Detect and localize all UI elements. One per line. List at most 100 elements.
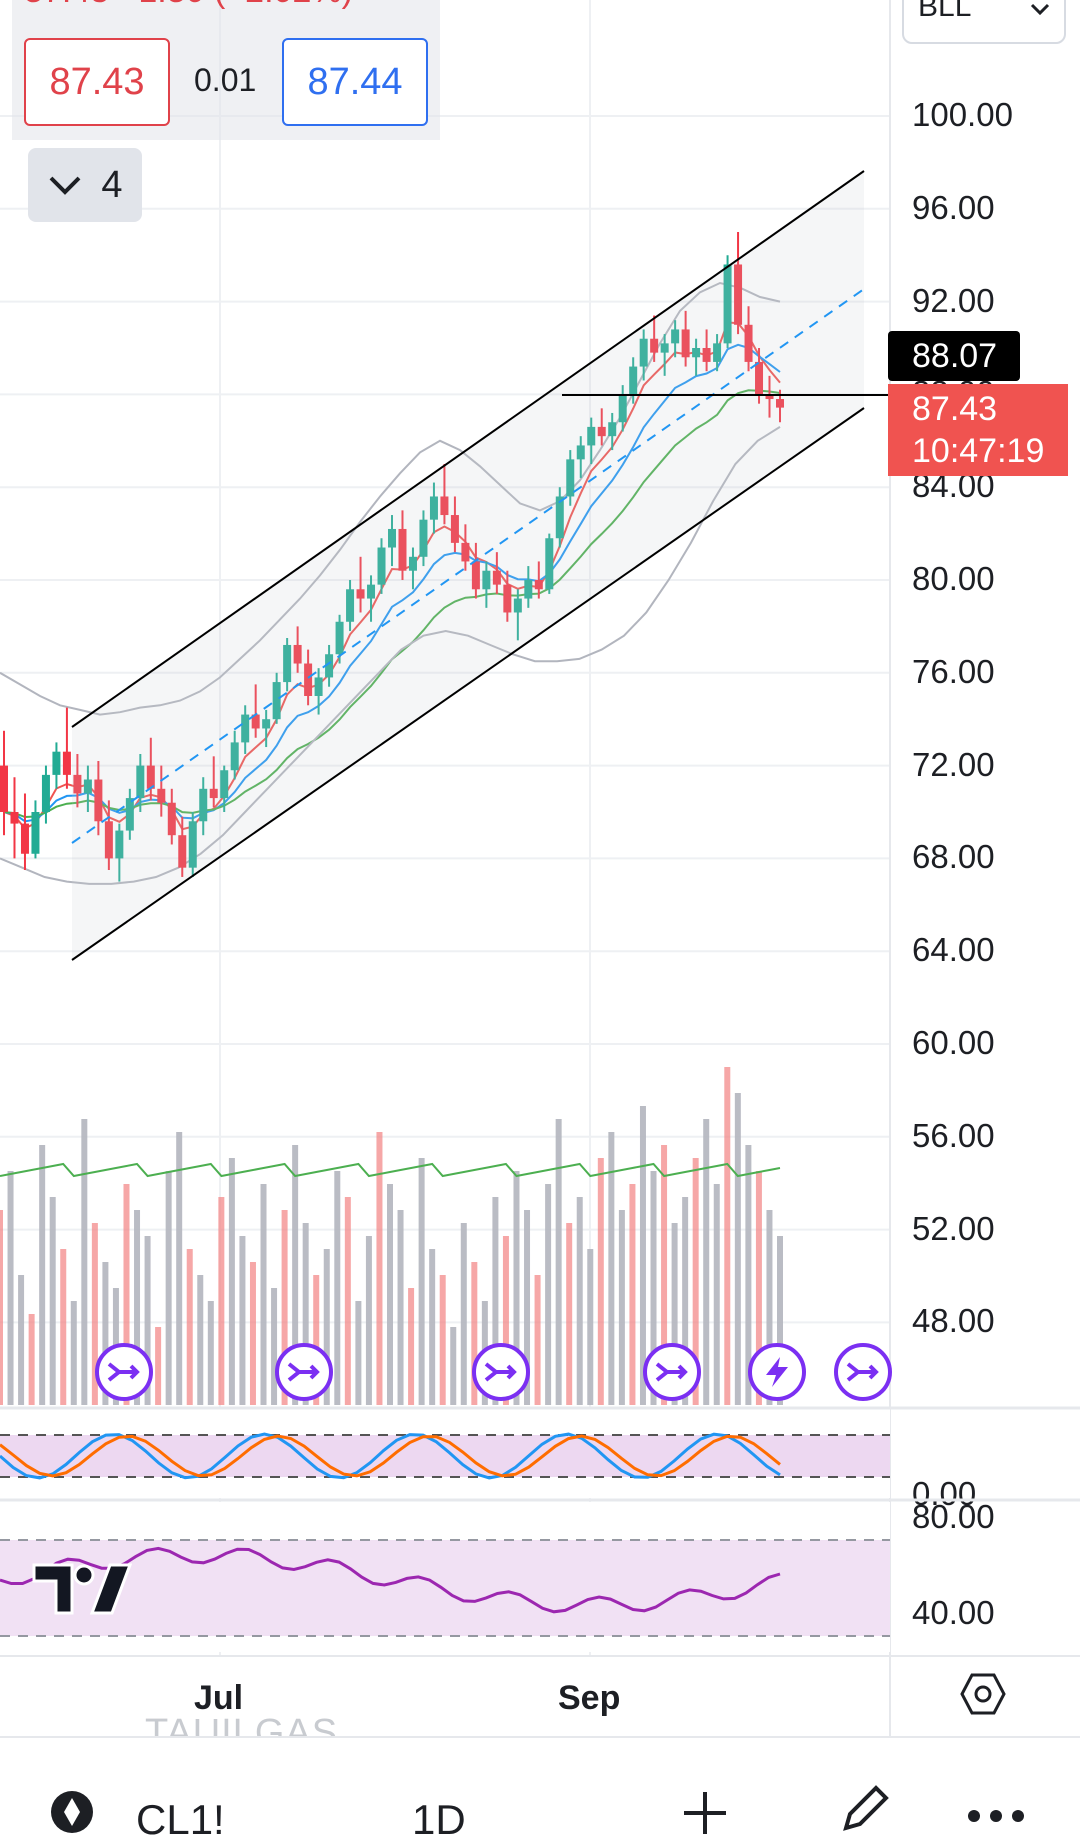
volume-bar bbox=[7, 1171, 14, 1405]
volume-bar bbox=[186, 1249, 193, 1405]
volume-bar bbox=[271, 1288, 278, 1405]
candle-body bbox=[178, 835, 187, 868]
candle-body bbox=[104, 821, 113, 859]
symbol-select[interactable]: BLL bbox=[902, 0, 1066, 44]
volume-bar bbox=[302, 1223, 309, 1405]
volume-bar bbox=[661, 1145, 668, 1405]
arrow-right-circle-icon[interactable] bbox=[275, 1343, 333, 1401]
candle-body bbox=[62, 751, 71, 775]
volume-bar bbox=[703, 1119, 710, 1405]
tradingview-logo-icon bbox=[32, 1563, 132, 1615]
candle-body bbox=[398, 528, 407, 571]
spread-value: 0.01 bbox=[194, 62, 257, 98]
volume-bar bbox=[429, 1249, 436, 1405]
volume-bar bbox=[502, 1236, 509, 1405]
volume-bar bbox=[228, 1158, 235, 1405]
volume-bars bbox=[0, 1067, 783, 1405]
arrow-right-circle-icon[interactable] bbox=[472, 1343, 530, 1401]
price-axis-label: 100.00 bbox=[912, 96, 1013, 133]
candle-body bbox=[713, 343, 722, 362]
time-label-jul: Jul bbox=[194, 1679, 244, 1717]
candle-body bbox=[429, 496, 438, 520]
candle-body bbox=[650, 338, 659, 353]
volume-bar bbox=[155, 1327, 162, 1405]
volume-bar bbox=[513, 1171, 520, 1405]
volume-bar bbox=[102, 1262, 109, 1405]
chart-settings-icon[interactable] bbox=[960, 1671, 1006, 1722]
price-axis-label: 64.00 bbox=[912, 931, 995, 969]
candle-body bbox=[209, 788, 218, 799]
candle-body bbox=[241, 714, 250, 743]
volume-bar bbox=[207, 1301, 214, 1405]
channel-fill bbox=[72, 171, 864, 960]
volume-bar bbox=[323, 1249, 330, 1405]
volume-bar bbox=[28, 1314, 35, 1405]
candle-body bbox=[199, 788, 208, 822]
price-axis-label: 56.00 bbox=[912, 1116, 995, 1154]
indicators-toggle-button[interactable]: 4 bbox=[28, 148, 142, 222]
volume-bar bbox=[60, 1249, 67, 1405]
stochastic-pane: 0.00 bbox=[0, 1406, 1080, 1512]
volume-bar bbox=[49, 1197, 56, 1405]
more-icon[interactable] bbox=[966, 1808, 1026, 1829]
stoch-axis-label: 0.00 bbox=[912, 1475, 976, 1512]
lightning-icon[interactable] bbox=[748, 1343, 806, 1401]
candle-body bbox=[524, 580, 533, 599]
candle-body bbox=[314, 677, 323, 696]
interval-button[interactable]: 1D bbox=[412, 1796, 466, 1843]
price-axis-label: 72.00 bbox=[912, 745, 995, 783]
rsi-line bbox=[0, 1546, 781, 1614]
candle-body bbox=[576, 445, 585, 460]
arrow-right-circle-icon[interactable] bbox=[643, 1343, 701, 1401]
candles bbox=[0, 232, 784, 882]
last-price-value: 87.43 bbox=[912, 390, 998, 428]
candle-body bbox=[20, 823, 29, 854]
volume-bar bbox=[313, 1275, 320, 1405]
last-price-tag: 87.43 10:47:19 bbox=[888, 384, 1068, 476]
volume-bar bbox=[334, 1171, 341, 1405]
sell-button[interactable]: 87.43 bbox=[24, 38, 170, 126]
pencil-icon[interactable] bbox=[836, 1782, 892, 1843]
price-axis-label: 52.00 bbox=[912, 1209, 995, 1247]
candle-body bbox=[660, 343, 669, 353]
bollinger-lower bbox=[0, 426, 781, 885]
candle-body bbox=[545, 538, 554, 590]
volume-bar bbox=[682, 1197, 689, 1405]
bollinger-upper bbox=[0, 281, 781, 716]
buy-button[interactable]: 87.44 bbox=[282, 38, 428, 126]
volume-bar bbox=[471, 1262, 478, 1405]
volume-bar bbox=[344, 1197, 351, 1405]
volume-bar bbox=[197, 1275, 204, 1405]
candle-body bbox=[367, 584, 376, 599]
arrow-right-circle-icon[interactable] bbox=[834, 1343, 892, 1401]
candle-body bbox=[31, 812, 40, 854]
candle-body bbox=[492, 570, 501, 585]
candle-body bbox=[482, 570, 491, 590]
time-axis[interactable]: Jul Sep bbox=[0, 1655, 1080, 1737]
candle-body bbox=[157, 788, 166, 803]
symbol-logo-icon[interactable] bbox=[50, 1790, 94, 1839]
volume-bar bbox=[408, 1288, 415, 1405]
volume-bar bbox=[629, 1184, 636, 1405]
candle-body bbox=[608, 422, 617, 437]
candle-body bbox=[41, 774, 50, 812]
price-axis-label: 80.00 bbox=[912, 560, 995, 597]
channel-upper-line bbox=[71, 170, 865, 728]
candle-body bbox=[587, 426, 596, 446]
plus-icon[interactable] bbox=[680, 1788, 730, 1843]
volume-bar bbox=[70, 1301, 77, 1405]
candle-body bbox=[681, 329, 690, 358]
volume-bar bbox=[524, 1210, 531, 1405]
volume-bar bbox=[597, 1158, 604, 1405]
chevron-down-icon bbox=[47, 164, 83, 207]
rsi-band bbox=[0, 1540, 890, 1636]
volume-bar bbox=[566, 1223, 573, 1405]
candle-body bbox=[136, 765, 145, 799]
candle-body bbox=[188, 821, 197, 868]
symbol-button[interactable]: CL1! bbox=[136, 1796, 225, 1843]
volume-bar bbox=[165, 1171, 172, 1405]
chevron-down-icon bbox=[1030, 0, 1050, 24]
volume-bar bbox=[692, 1158, 699, 1405]
arrow-right-circle-icon[interactable] bbox=[95, 1343, 153, 1401]
